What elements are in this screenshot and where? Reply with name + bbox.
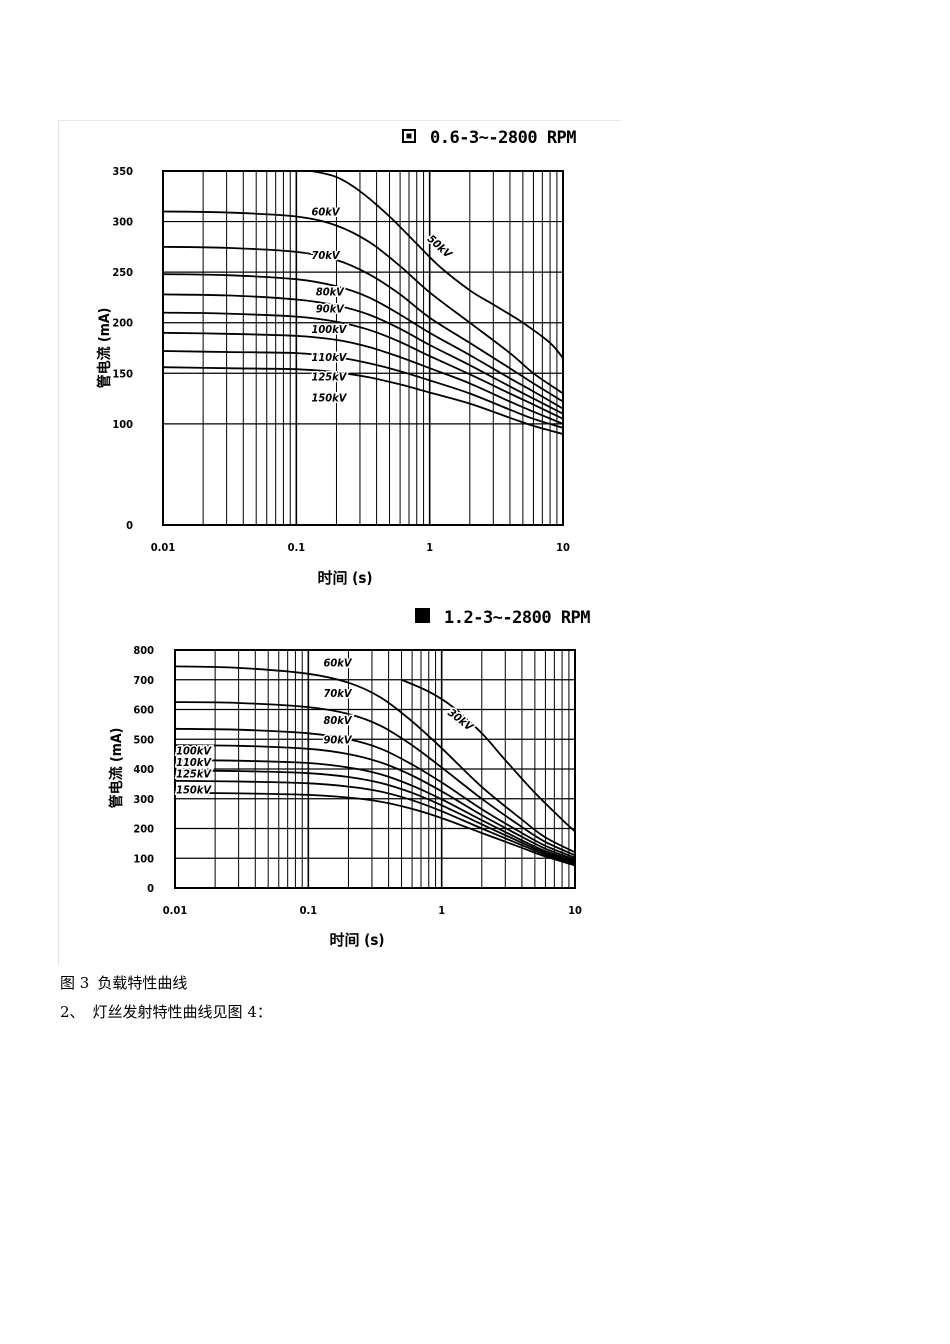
series-label: 60kV — [312, 206, 341, 219]
paragraph-text: 灯丝发射特性曲线见图 4： — [92, 1003, 272, 1021]
chart-title-text: 0.6-3~-2800 RPM — [430, 128, 577, 148]
caption-number: 图 3 — [60, 974, 90, 992]
series-label-halo: 80kV — [316, 285, 345, 298]
x-axis-label: 时间 (s) — [317, 569, 372, 587]
y-tick-label: 700 — [133, 674, 154, 687]
series-label: 30kV — [445, 706, 476, 734]
y-tick-label: 200 — [133, 823, 154, 836]
x-tick-label: 1 — [426, 541, 433, 554]
chart-0: 0 100 150 200 250 300 350 0.01 0.1 1 10 时间 (s) 管电流 (… — [96, 165, 570, 587]
series-line-110kV — [175, 769, 575, 864]
series-label-halo: 150kV — [312, 392, 348, 405]
series-label: 110kV — [312, 351, 348, 364]
x-tick-label: 10 — [556, 541, 570, 554]
series-line-150kV — [163, 366, 563, 435]
series-line-50kV — [311, 171, 563, 359]
series-line-90kV — [163, 293, 563, 415]
series-line-50kV — [401, 678, 575, 833]
series-line-110kV — [163, 331, 563, 425]
series-label-halo: 90kV — [324, 734, 353, 747]
series-label-halo: 70kV — [312, 249, 341, 262]
series-label: 80kV — [316, 285, 345, 298]
y-tick-label: 100 — [112, 418, 133, 431]
series-label: 150kV — [312, 392, 348, 405]
filled-square-icon — [415, 608, 430, 628]
series-line-90kV — [175, 744, 575, 861]
x-tick-label: 0.01 — [163, 904, 188, 917]
x-axis-label: 时间 (s) — [329, 931, 384, 949]
y-tick-label: 0 — [126, 519, 133, 532]
series-label-halo: 60kV — [324, 656, 353, 669]
series-label-halo: 90kV — [316, 303, 345, 316]
series-label-halo: 100kV — [312, 323, 348, 336]
series-label-halo: 125kV — [176, 768, 212, 781]
series-label: 100kV — [312, 323, 348, 336]
body-paragraph: 2、 灯丝发射特性曲线见图 4： — [60, 1001, 280, 1022]
y-tick-label: 600 — [133, 704, 154, 717]
figure: 0.6-3~-2800 RPM 1.2-3~-2800 RPM 0 100 150 2… — [58, 120, 621, 966]
series-label-halo: 110kV — [312, 351, 348, 364]
x-tick-label: 0.01 — [151, 541, 176, 554]
chart-title: 1.2-3~-2800 RPM — [415, 608, 591, 628]
series-line-60kV — [175, 665, 575, 854]
series-line-70kV — [163, 246, 563, 403]
series-line-100kV — [175, 759, 575, 863]
y-tick-label: 400 — [133, 763, 154, 776]
x-tick-label: 10 — [568, 904, 582, 917]
paragraph-index: 2、 — [60, 1003, 85, 1021]
series-line-125kV — [163, 350, 563, 429]
series-label: 80kV — [324, 714, 353, 727]
y-tick-label: 100 — [133, 852, 154, 865]
series-label-halo: 125kV — [312, 370, 348, 383]
series-label: 110kV — [176, 756, 212, 769]
chart-title: 0.6-3~-2800 RPM — [402, 128, 577, 148]
x-tick-label: 0.1 — [300, 904, 318, 917]
series-label: 70kV — [324, 687, 353, 700]
y-tick-label: 300 — [112, 216, 133, 229]
series-label: 60kV — [324, 656, 353, 669]
x-tick-label: 1 — [438, 904, 445, 917]
series-label-halo: 60kV — [312, 206, 341, 219]
y-tick-label: 800 — [133, 644, 154, 657]
chart-title-text: 1.2-3~-2800 RPM — [444, 608, 591, 628]
y-tick-label: 150 — [112, 367, 133, 380]
plot-frame — [162, 170, 564, 526]
y-tick-label: 350 — [112, 165, 133, 178]
series-line-125kV — [175, 780, 575, 866]
series-label: 150kV — [176, 783, 212, 796]
series-line-100kV — [163, 311, 563, 420]
series-label-halo: 100kV — [176, 745, 212, 758]
series-label: 90kV — [324, 734, 353, 747]
series-label-halo: 110kV — [176, 756, 212, 769]
series-line-80kV — [163, 273, 563, 410]
series-label: 90kV — [316, 303, 345, 316]
chart-1: 0 100 200 300 400 500 600 700 800 0.01 0.1 1 10 时间 (s… — [108, 644, 582, 949]
y-tick-label: 500 — [133, 733, 154, 746]
caption-text: 负载特性曲线 — [97, 974, 188, 992]
y-tick-label: 250 — [112, 266, 133, 279]
y-tick-label: 0 — [147, 882, 154, 895]
series-label: 125kV — [312, 370, 348, 383]
series-label: 70kV — [312, 249, 341, 262]
y-tick-label: 300 — [133, 793, 154, 806]
series-label-halo: 70kV — [324, 687, 353, 700]
boxed-square-icon — [402, 128, 416, 148]
series-line-80kV — [175, 727, 575, 859]
y-axis-label: 管电流 (mA) — [108, 728, 125, 809]
series-line-60kV — [163, 210, 563, 395]
x-tick-label: 0.1 — [288, 541, 306, 554]
series-label: 100kV — [176, 745, 212, 758]
series-label-halo: 150kV — [176, 783, 212, 796]
y-tick-label: 200 — [112, 317, 133, 330]
plot-frame — [174, 649, 576, 889]
series-line-150kV — [175, 791, 575, 867]
y-axis-label: 管电流 (mA) — [96, 308, 113, 389]
figure-caption: 图 3 负载特性曲线 — [60, 972, 195, 993]
series-label-halo: 80kV — [324, 714, 353, 727]
series-line-70kV — [175, 701, 575, 857]
series-label: 125kV — [176, 768, 212, 781]
